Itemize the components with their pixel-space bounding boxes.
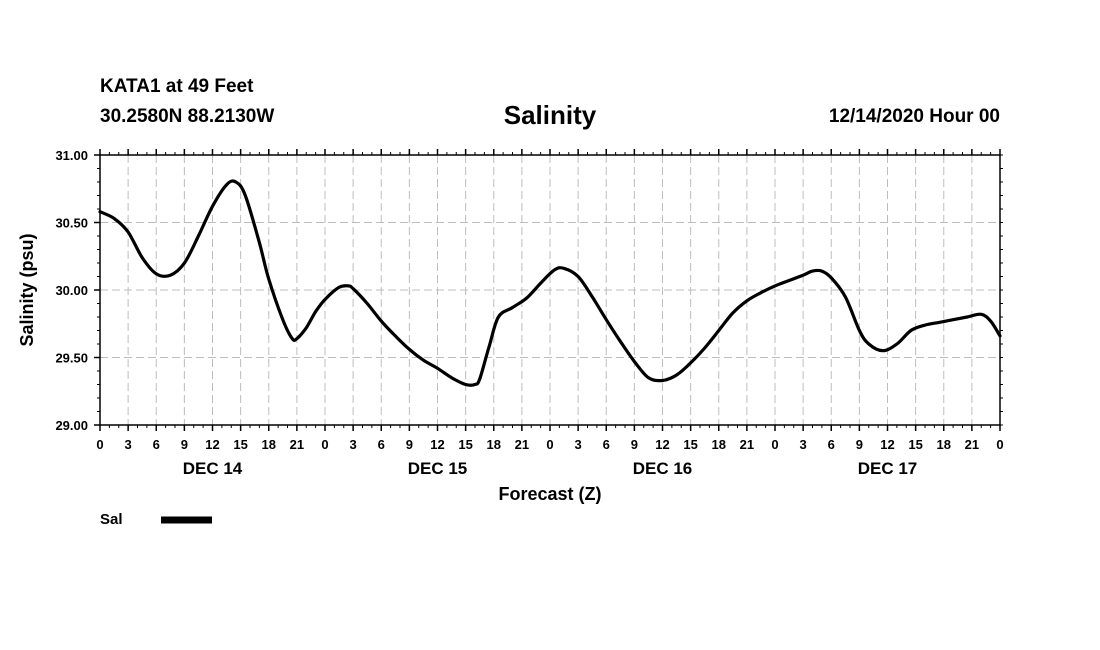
x-tick-label: 18: [712, 437, 726, 452]
x-tick-label: 9: [406, 437, 413, 452]
x-tick-label: 12: [880, 437, 894, 452]
x-tick-label: 15: [458, 437, 472, 452]
series-line-sal: [98, 179, 1002, 387]
chart-title: Salinity: [503, 100, 597, 130]
x-tick-label: 3: [800, 437, 807, 452]
grid: [100, 155, 1000, 425]
x-tick-label: 15: [233, 437, 247, 452]
x-tick-label: 15: [683, 437, 697, 452]
x-tick-label: 0: [771, 437, 778, 452]
x-tick-label: 12: [655, 437, 669, 452]
x-tick-label: 15: [908, 437, 922, 452]
x-tick-label: 9: [631, 437, 638, 452]
x-tick-label: 0: [96, 437, 103, 452]
station-coordinates: 30.2580N 88.2130W: [100, 106, 275, 127]
legend: Sal: [100, 511, 212, 528]
legend-label-sal: Sal: [100, 511, 123, 528]
y-tick-label: 31.00: [55, 148, 88, 163]
day-label: DEC 17: [858, 459, 918, 478]
x-tick-label: 3: [350, 437, 357, 452]
x-tick-label: 6: [378, 437, 385, 452]
x-tick-label: 21: [965, 437, 979, 452]
station-name: KATA1 at 49 Feet: [100, 76, 254, 97]
x-tick-label: 0: [321, 437, 328, 452]
x-axis-tick-labels: 0 3 6 9 12 15 18 21 0 3 6 9 12 15 18 21 0 3 6 9 12 15 18 21 0 3 6 9…: [96, 437, 1003, 452]
x-axis-label: Forecast (Z): [498, 484, 601, 504]
x-tick-label: 6: [828, 437, 835, 452]
x-tick-label: 21: [515, 437, 529, 452]
x-tick-label: 12: [430, 437, 444, 452]
y-tick-label: 30.00: [55, 283, 88, 298]
x-tick-label: 3: [575, 437, 582, 452]
x-tick-label: 18: [262, 437, 276, 452]
x-tick-label: 6: [603, 437, 610, 452]
x-tick-label: 21: [290, 437, 304, 452]
y-tick-label: 30.50: [55, 216, 88, 231]
x-tick-label: 18: [487, 437, 501, 452]
x-tick-label: 18: [937, 437, 951, 452]
x-tick-label: 3: [125, 437, 132, 452]
forecast-datetime: 12/14/2020 Hour 00: [828, 106, 1000, 127]
y-axis-tick-labels: 29.00 29.50 30.00 30.50 31.00: [55, 148, 88, 433]
day-label: DEC 15: [408, 459, 468, 478]
x-tick-label: 9: [181, 437, 188, 452]
x-tick-label: 0: [996, 437, 1003, 452]
x-tick-label: 6: [153, 437, 160, 452]
y-axis-label: Salinity (psu): [17, 233, 37, 346]
x-tick-label: 12: [205, 437, 219, 452]
axis-ticks: [94, 149, 1003, 431]
x-tick-label: 21: [740, 437, 754, 452]
x-tick-label: 0: [546, 437, 553, 452]
y-tick-label: 29.00: [55, 418, 88, 433]
day-labels: DEC 14 DEC 15 DEC 16 DEC 17: [183, 459, 918, 478]
y-tick-label: 29.50: [55, 351, 88, 366]
x-tick-label: 9: [856, 437, 863, 452]
day-label: DEC 16: [633, 459, 693, 478]
day-label: DEC 14: [183, 459, 243, 478]
